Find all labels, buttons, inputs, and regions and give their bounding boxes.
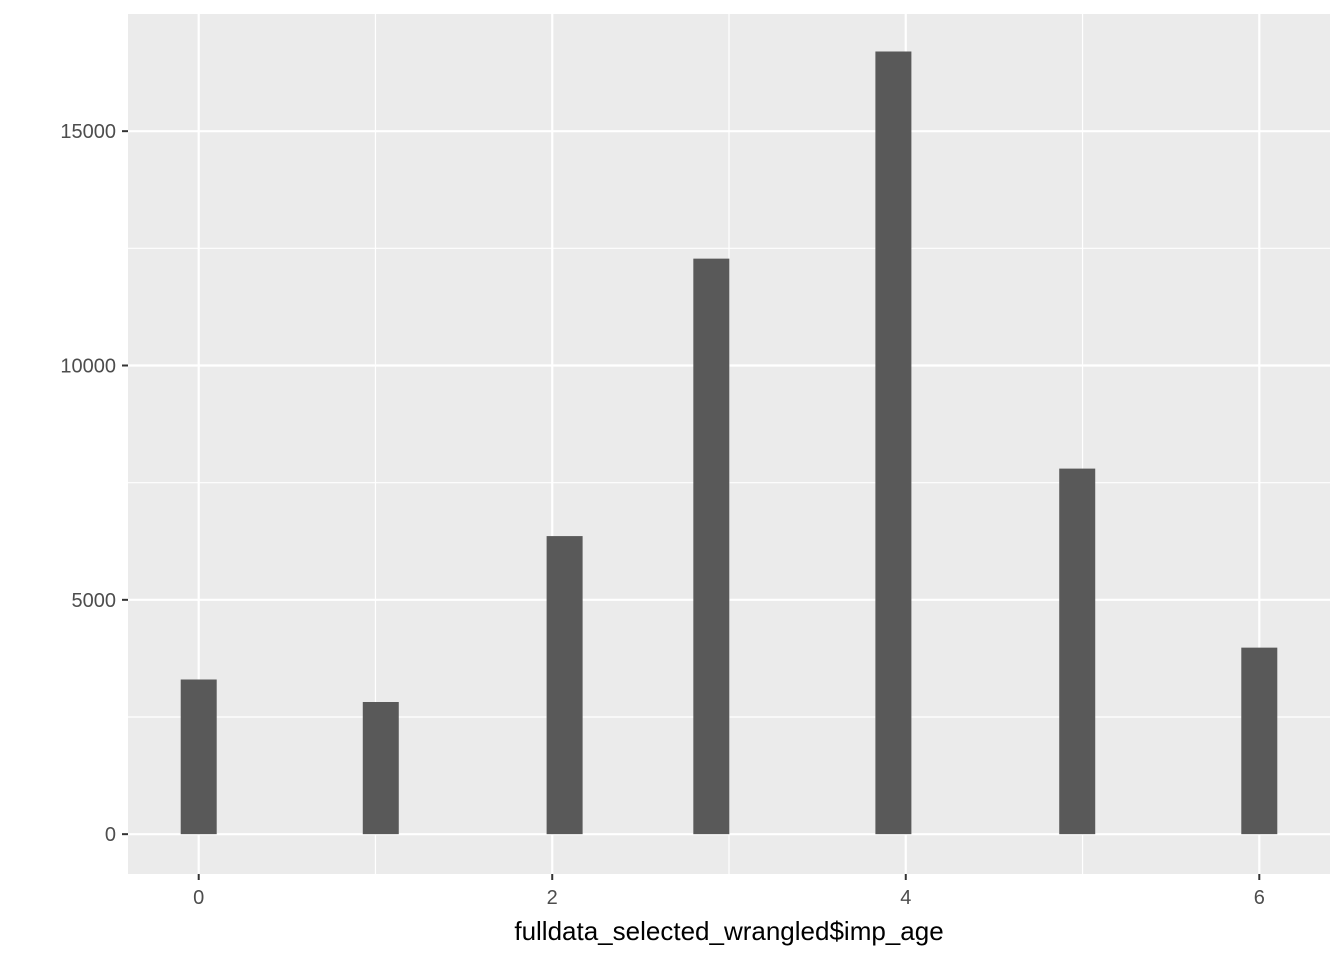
bar-5 bbox=[1059, 468, 1096, 835]
y-tick-label: 15000 bbox=[60, 121, 116, 143]
bar-1 bbox=[362, 702, 399, 835]
bar-6 bbox=[1241, 647, 1278, 835]
y-tick-label: 0 bbox=[105, 824, 116, 846]
x-tick-label: 4 bbox=[900, 887, 911, 909]
x-tick-label: 6 bbox=[1254, 887, 1265, 909]
x-axis: 0 2 4 6 bbox=[193, 874, 1265, 909]
y-tick-label: 5000 bbox=[72, 590, 117, 612]
x-tick-label: 2 bbox=[547, 887, 558, 909]
bar-0 bbox=[180, 679, 217, 835]
x-axis-title: fulldata_selected_wrangled$imp_age bbox=[514, 916, 943, 946]
bars-group bbox=[180, 51, 1278, 835]
y-tick-label: 10000 bbox=[60, 355, 116, 377]
bar-2 bbox=[546, 536, 583, 835]
y-axis: 0 5000 10000 15000 bbox=[60, 121, 128, 846]
bar-4 bbox=[875, 51, 912, 835]
x-tick-label: 0 bbox=[193, 887, 204, 909]
bar-3 bbox=[693, 258, 730, 835]
